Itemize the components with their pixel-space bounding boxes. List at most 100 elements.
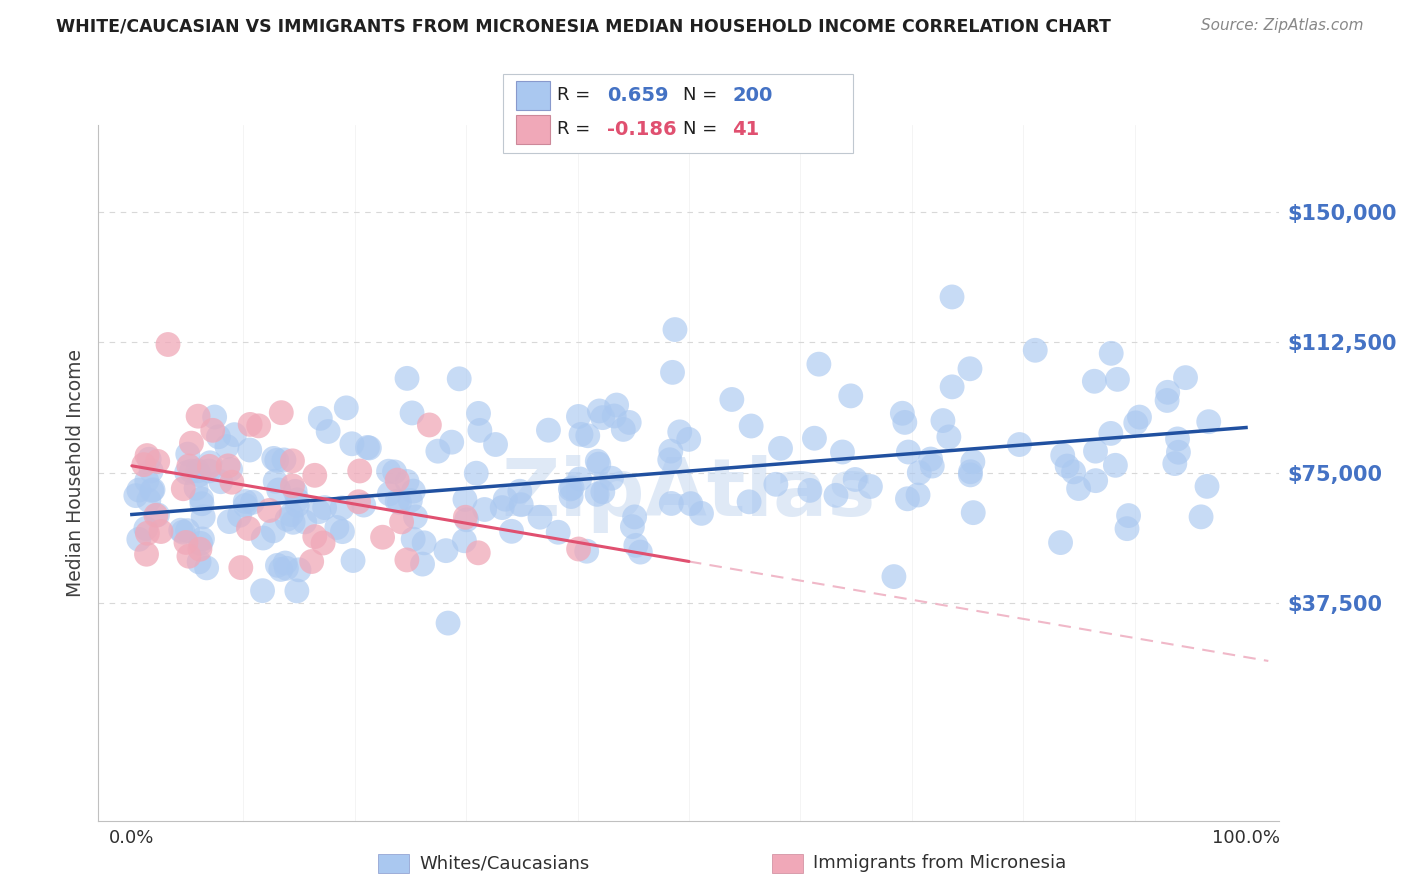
Point [229, 560, 252, 574]
Point [606, 398, 628, 412]
Point [769, 442, 792, 456]
Point [659, 444, 682, 458]
Point [468, 424, 491, 438]
Point [1156, 393, 1178, 408]
Point [378, 487, 401, 501]
Text: R =: R = [557, 120, 596, 138]
Point [201, 423, 224, 437]
Point [1198, 415, 1220, 429]
Point [146, 454, 169, 468]
Point [281, 454, 304, 468]
Point [340, 437, 363, 451]
Point [1167, 432, 1189, 446]
Point [668, 425, 690, 439]
Point [264, 475, 287, 489]
Point [128, 483, 150, 497]
Point [377, 464, 399, 478]
Point [138, 493, 160, 508]
Point [136, 526, 159, 541]
Point [896, 491, 918, 506]
Point [959, 361, 981, 376]
Point [941, 380, 963, 394]
Point [284, 484, 307, 499]
Point [1024, 343, 1046, 358]
Point [434, 543, 457, 558]
Point [740, 419, 762, 434]
Point [560, 482, 582, 496]
Point [1195, 479, 1218, 493]
Point [1052, 449, 1074, 463]
Point [588, 404, 610, 418]
Point [187, 464, 209, 478]
Point [908, 466, 931, 480]
Point [314, 500, 336, 515]
Point [191, 532, 214, 546]
Point [932, 413, 955, 427]
Point [177, 447, 200, 461]
Point [342, 553, 364, 567]
Point [330, 500, 353, 515]
Point [267, 483, 290, 497]
Text: ZipAtlas: ZipAtlas [502, 455, 876, 533]
Point [402, 532, 425, 546]
Point [628, 545, 651, 559]
Point [603, 409, 626, 423]
Point [218, 515, 240, 529]
Point [349, 464, 371, 478]
Point [270, 406, 292, 420]
Point [276, 512, 298, 526]
Point [335, 401, 357, 415]
Point [239, 443, 262, 458]
Point [135, 521, 157, 535]
Point [187, 409, 209, 424]
Point [262, 524, 284, 538]
Point [176, 524, 198, 538]
Point [285, 492, 308, 507]
Point [288, 563, 311, 577]
Point [285, 583, 308, 598]
Point [449, 372, 471, 386]
Point [316, 425, 339, 439]
Point [453, 533, 475, 548]
Point [467, 546, 489, 560]
Text: 0.659: 0.659 [607, 86, 669, 105]
Point [658, 452, 681, 467]
Point [883, 569, 905, 583]
Point [1157, 385, 1180, 400]
Point [807, 357, 830, 371]
Point [190, 491, 212, 506]
Point [465, 466, 488, 480]
Point [191, 497, 214, 511]
Point [1099, 346, 1122, 360]
Point [1118, 508, 1140, 523]
Point [467, 406, 489, 420]
Point [259, 503, 281, 517]
Point [252, 531, 274, 545]
Point [204, 409, 226, 424]
Point [803, 431, 825, 445]
Point [962, 506, 984, 520]
Point [405, 509, 427, 524]
Point [568, 472, 591, 486]
Point [679, 497, 702, 511]
Point [128, 533, 150, 547]
Point [136, 449, 159, 463]
Point [721, 392, 744, 407]
Point [941, 290, 963, 304]
Point [891, 406, 914, 420]
Point [894, 416, 917, 430]
Point [454, 492, 477, 507]
Point [180, 436, 202, 450]
Point [170, 523, 193, 537]
Point [938, 430, 960, 444]
Point [273, 453, 295, 467]
Point [612, 422, 634, 436]
Point [592, 410, 614, 425]
Point [501, 524, 523, 539]
Point [149, 524, 172, 539]
Point [474, 502, 496, 516]
Point [233, 494, 256, 508]
Point [401, 406, 423, 420]
Point [387, 473, 409, 487]
Text: Whites/Caucasians: Whites/Caucasians [419, 855, 589, 872]
